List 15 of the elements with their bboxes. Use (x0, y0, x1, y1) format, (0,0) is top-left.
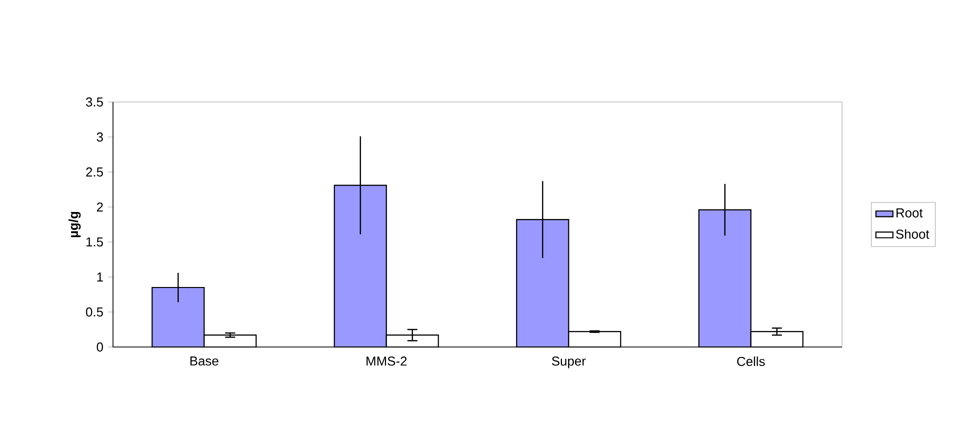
y-tick-label: 2.5 (86, 167, 103, 177)
legend-label: Root (896, 208, 923, 218)
x-tick-label: Cells (737, 356, 765, 366)
y-tick-label: 3.5 (86, 97, 103, 107)
y-tick-label: 1 (97, 272, 103, 282)
x-tick-label: MMS-2 (366, 356, 407, 366)
x-tick-label: Super (552, 356, 586, 368)
y-tick-label: 0 (96, 342, 103, 352)
y-tick-label: 2 (96, 202, 103, 212)
x-tick-label: Base (190, 356, 218, 366)
y-tick-label: 1.5 (86, 237, 103, 247)
y-tick-label: 0.5 (86, 307, 103, 317)
legend-label: Shoot (896, 229, 930, 239)
y-tick-label: 3 (96, 132, 103, 142)
y-axis-title: µg/g (68, 212, 81, 238)
